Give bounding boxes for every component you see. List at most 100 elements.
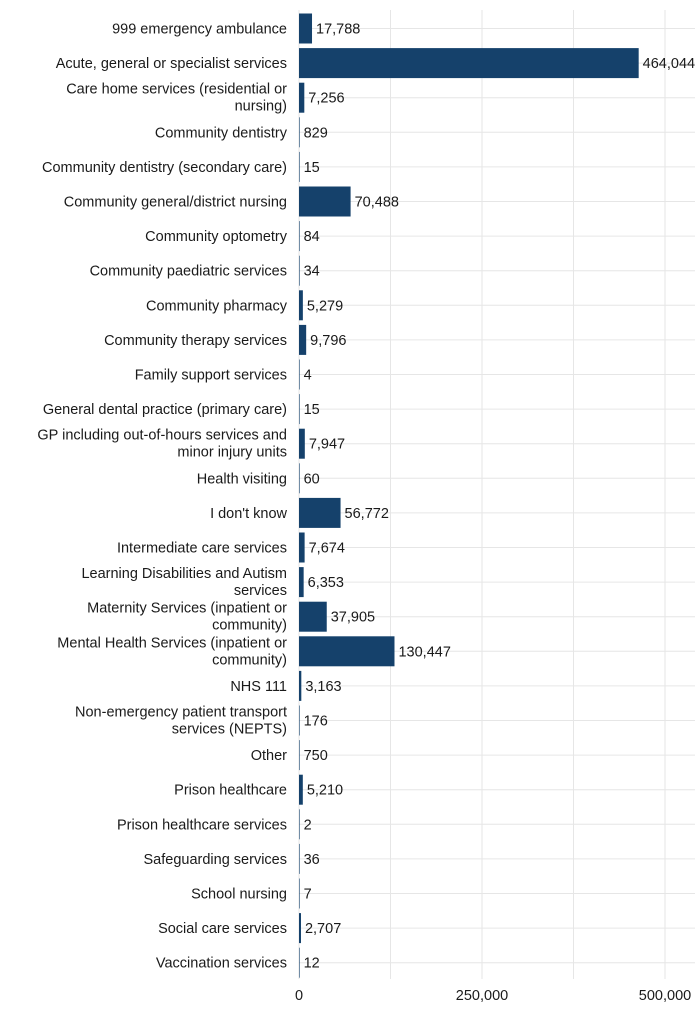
bar <box>299 428 305 459</box>
category-label-line: Maternity Services (inpatient or <box>87 601 287 617</box>
category-label: Learning Disabilities and Autism services <box>81 566 287 599</box>
category-label: Community general/district nursing <box>64 195 287 211</box>
bar <box>299 740 300 771</box>
data-label: 6,353 <box>308 575 344 591</box>
data-label: 12 <box>304 956 320 972</box>
x-axis-ticks: 0 250,000 500,000 <box>295 988 691 1004</box>
category-label: Community paediatric services <box>90 264 287 280</box>
category-label: I don't know <box>210 506 287 522</box>
data-label: 15 <box>304 160 320 176</box>
data-label: 130,447 <box>398 644 450 660</box>
category-label-line: Mental Health Services (inpatient or <box>57 635 287 651</box>
x-tick-label: 0 <box>295 988 303 1004</box>
data-label: 750 <box>304 748 328 764</box>
data-label: 7,256 <box>308 91 344 107</box>
category-label: Other <box>251 748 287 764</box>
bars-layer <box>299 13 639 978</box>
data-label: 70,488 <box>355 195 399 211</box>
data-label: 84 <box>304 229 320 245</box>
data-label: 2 <box>304 817 312 833</box>
data-label: 36 <box>304 852 320 868</box>
bar <box>299 497 341 528</box>
bar <box>299 636 395 667</box>
category-label: Community dentistry <box>155 125 288 141</box>
category-label: Health visiting <box>197 471 287 487</box>
x-tick-label: 500,000 <box>639 988 691 1004</box>
category-label: Safeguarding services <box>144 852 287 868</box>
bar <box>299 843 300 874</box>
bar <box>299 947 300 978</box>
bar <box>299 670 302 701</box>
data-label: 60 <box>304 471 320 487</box>
data-label: 4 <box>304 368 312 384</box>
bar <box>299 324 307 355</box>
bar <box>299 913 301 944</box>
category-label-line: Learning Disabilities and Autism <box>81 566 287 582</box>
category-label: Community pharmacy <box>146 298 288 314</box>
category-label: Non-emergency patient transport services … <box>75 705 287 738</box>
bar <box>299 48 639 79</box>
category-label: Family support services <box>135 368 287 384</box>
category-label: Vaccination services <box>156 956 287 972</box>
bar <box>299 809 300 840</box>
bar <box>299 359 300 390</box>
data-label: 2,707 <box>305 921 341 937</box>
category-label: Prison healthcare <box>174 783 287 799</box>
bar <box>299 13 313 44</box>
data-label: 176 <box>304 714 328 730</box>
bar <box>299 151 300 182</box>
grid-layer <box>298 10 695 979</box>
bar <box>299 82 305 113</box>
category-label: Maternity Services (inpatient or communit… <box>87 601 287 634</box>
data-label: 17,788 <box>316 22 360 38</box>
category-label: Community optometry <box>145 229 288 245</box>
category-label-line: Non-emergency patient transport <box>75 705 287 721</box>
category-label-line: GP including out-of-hours services and <box>37 428 287 444</box>
category-label: Mental Health Services (inpatient or comm… <box>57 635 287 668</box>
x-tick-label: 250,000 <box>456 988 508 1004</box>
category-label: Community therapy services <box>104 333 287 349</box>
category-label: School nursing <box>191 887 287 903</box>
category-label: Intermediate care services <box>117 541 287 557</box>
data-label: 5,210 <box>307 783 343 799</box>
bar <box>299 290 303 321</box>
category-label-line: minor injury units <box>177 445 287 461</box>
category-label: 999 emergency ambulance <box>112 22 287 38</box>
category-label: Acute, general or specialist services <box>56 56 287 72</box>
category-label: General dental practice (primary care) <box>43 402 287 418</box>
category-label-line: community) <box>212 652 287 668</box>
bar <box>299 394 300 425</box>
data-label: 7,674 <box>309 541 345 557</box>
data-label: 37,905 <box>331 610 375 626</box>
category-label-line: Care home services (residential or <box>66 82 287 98</box>
data-label: 7,947 <box>309 437 345 453</box>
data-label: 34 <box>304 264 320 280</box>
category-label: GP including out-of-hours services and mi… <box>37 428 287 461</box>
value-labels: 17,788 464,044 7,256 829 15 70,488 84 34 5,279 9,… <box>304 22 696 972</box>
data-label: 3,163 <box>305 679 341 695</box>
bar <box>299 221 300 252</box>
bar <box>299 705 300 736</box>
bar <box>299 117 300 148</box>
category-label: Community dentistry (secondary care) <box>42 160 287 176</box>
data-label: 56,772 <box>345 506 389 522</box>
bar <box>299 255 300 286</box>
data-label: 9,796 <box>310 333 346 349</box>
category-label: Care home services (residential or nursin… <box>66 82 287 115</box>
category-label: Social care services <box>158 921 287 937</box>
category-label-line: community) <box>212 618 287 634</box>
category-label: NHS 111 <box>230 679 287 695</box>
category-labels: 999 emergency ambulance Acute, general or… <box>37 22 287 972</box>
data-label: 464,044 <box>643 56 695 72</box>
bar <box>299 878 300 909</box>
data-label: 15 <box>304 402 320 418</box>
data-label: 5,279 <box>307 298 343 314</box>
bar <box>299 601 327 632</box>
bar <box>299 532 305 563</box>
data-label: 7 <box>304 887 312 903</box>
bar <box>299 774 303 805</box>
bar <box>299 567 304 598</box>
category-label-line: services <box>234 583 287 599</box>
category-label-line: services (NEPTS) <box>172 722 287 738</box>
